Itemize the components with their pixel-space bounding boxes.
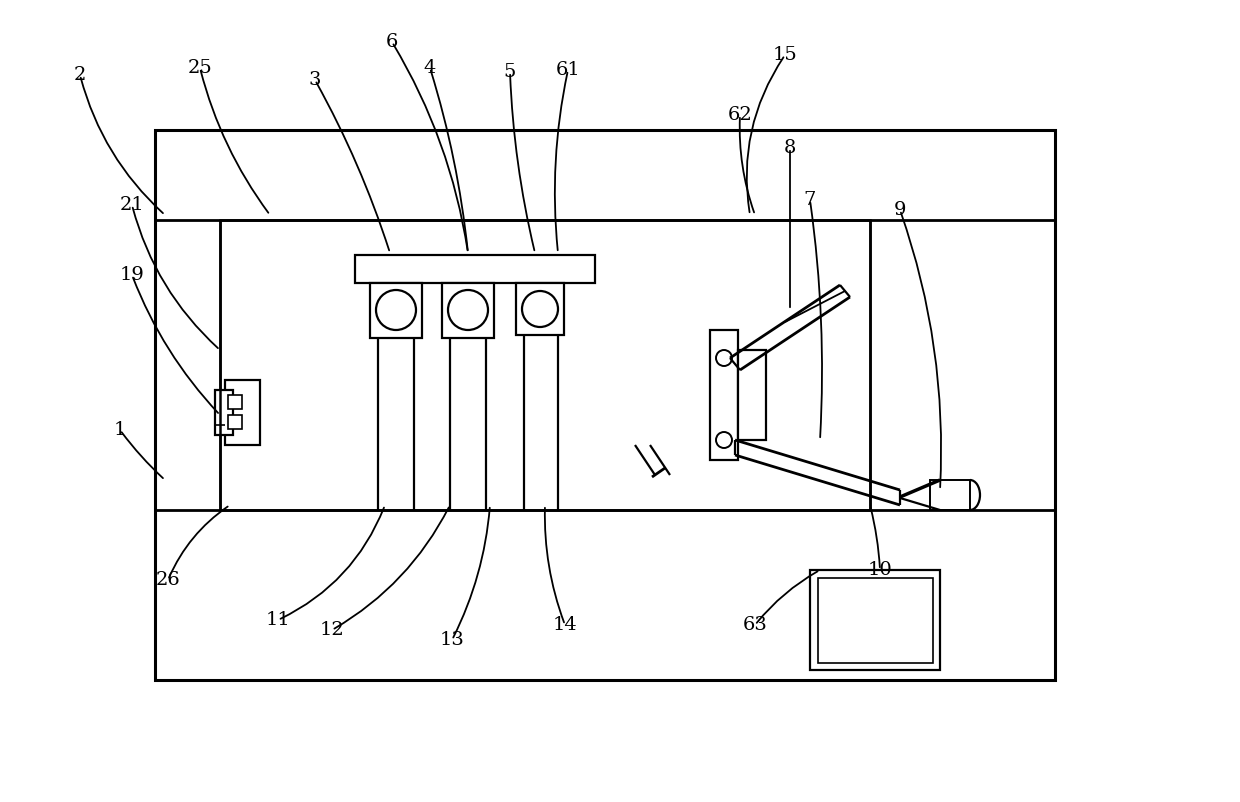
Bar [155, 130, 1055, 680]
Bar [441, 283, 494, 338]
Text: 26: 26 [156, 571, 180, 589]
Bar [738, 350, 766, 440]
Bar [818, 578, 932, 663]
Text: 19: 19 [119, 266, 144, 284]
Text: 25: 25 [187, 59, 212, 77]
Text: 61: 61 [556, 61, 580, 79]
Text: 14: 14 [553, 616, 578, 634]
Bar [516, 283, 564, 335]
Text: 3: 3 [309, 71, 321, 89]
Bar [228, 415, 242, 429]
Text: 2: 2 [74, 66, 87, 84]
Bar [219, 220, 870, 510]
Text: 4: 4 [424, 59, 436, 77]
Text: 7: 7 [804, 191, 816, 209]
Bar [810, 570, 940, 670]
Text: 11: 11 [265, 611, 290, 629]
Text: 10: 10 [868, 561, 893, 579]
Bar [224, 380, 260, 445]
Bar [215, 390, 233, 435]
Text: 12: 12 [320, 621, 345, 639]
Text: 63: 63 [743, 616, 768, 634]
Text: 13: 13 [439, 631, 465, 649]
Text: 1: 1 [114, 421, 126, 439]
Bar [930, 480, 970, 510]
Bar [355, 255, 595, 283]
Bar [228, 395, 242, 409]
Text: 9: 9 [894, 201, 906, 219]
Bar [370, 283, 422, 338]
Text: 21: 21 [119, 196, 144, 214]
Text: 15: 15 [773, 46, 797, 64]
Text: 8: 8 [784, 139, 796, 157]
Bar [711, 330, 738, 460]
Text: 6: 6 [386, 33, 398, 51]
Text: 62: 62 [728, 106, 753, 124]
Text: 5: 5 [503, 63, 516, 81]
